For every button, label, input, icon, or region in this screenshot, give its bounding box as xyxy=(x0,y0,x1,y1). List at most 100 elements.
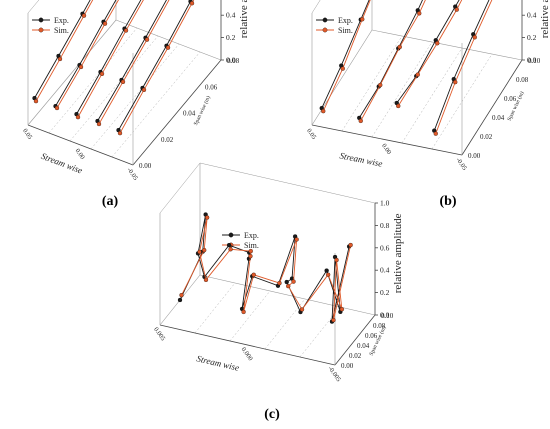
data-point-sim xyxy=(378,82,383,88)
data-point-sim xyxy=(433,131,438,136)
y-tick-label: 0.10 xyxy=(381,312,394,320)
data-point-sim xyxy=(179,292,184,298)
z-axis-label: relative amplitude xyxy=(539,0,550,38)
y-tick-label: 0.06 xyxy=(205,83,218,91)
data-point-sim xyxy=(454,7,459,12)
series-line-exp xyxy=(76,0,142,115)
legend-label: Sim. xyxy=(54,26,69,35)
floor-grid-line xyxy=(264,298,306,350)
series-line-exp xyxy=(179,214,350,322)
y-tick-label: 0.04 xyxy=(357,342,370,350)
span-axis-line xyxy=(334,314,376,366)
data-point-sim xyxy=(197,249,202,255)
chart-panel-c: 1.0 0.8 0.6 0.4 0.2 0.0 relative amplitude 0.00… xyxy=(152,162,404,383)
data-point-sim xyxy=(204,215,210,220)
caption-b: (b) xyxy=(439,194,456,209)
legend-marker-sim xyxy=(322,27,328,33)
x-axis-label: Stream wise xyxy=(196,353,241,372)
caption-a: (a) xyxy=(102,194,119,209)
x-tick-label: 0.000 xyxy=(240,346,254,362)
data-point-sim xyxy=(189,1,195,6)
legend-label: Sim. xyxy=(244,241,259,250)
data-point-sim xyxy=(57,56,63,62)
data-point-sim xyxy=(291,279,296,284)
data-point-sim xyxy=(202,248,207,253)
floor-grid-line xyxy=(69,35,159,142)
x-tick-label: 0.05 xyxy=(21,127,33,140)
y-tick-label: 0.08 xyxy=(373,322,386,330)
top-edge xyxy=(159,162,201,214)
data-point-sim xyxy=(435,41,440,46)
x-tick-label: -0.05 xyxy=(125,167,139,182)
data-point-sim xyxy=(203,277,209,282)
z-tick-label: 0.8 xyxy=(380,221,390,230)
y-tick-label: 0.06 xyxy=(504,95,517,103)
z-tick-label: 0.4 xyxy=(527,11,537,20)
data-point-sim xyxy=(75,114,81,120)
floor-grid-line xyxy=(371,41,433,138)
data-point-sim xyxy=(340,66,345,71)
data-point-sim xyxy=(120,79,126,84)
data-point-sim xyxy=(248,248,253,254)
data-point-sim xyxy=(99,71,105,76)
data-point-exp xyxy=(177,297,183,303)
data-point-sim xyxy=(397,44,402,50)
data-point-sim xyxy=(453,79,458,85)
y-tick-label: 0.08 xyxy=(516,76,529,84)
z-tick-label: 0.2 xyxy=(380,288,390,297)
data-point-sim xyxy=(325,272,331,277)
x-tick-label: -0.05 xyxy=(454,157,468,172)
data-point-sim xyxy=(286,283,291,289)
z-tick-label: 0.0 xyxy=(527,56,537,65)
y-tick-label: 0.00 xyxy=(139,162,152,170)
x-tick-label: 0.05 xyxy=(305,127,317,140)
floor-grid-line xyxy=(111,51,201,158)
x-tick-label: 0.005 xyxy=(152,326,166,342)
data-point-sim xyxy=(417,11,422,16)
z-tick-label: 0.0 xyxy=(226,56,236,65)
y-tick-label: 0.06 xyxy=(365,332,378,340)
top-edge xyxy=(27,0,40,14)
legend-marker-sim xyxy=(38,27,44,33)
floor-back-edge xyxy=(311,29,373,126)
y-tick-label: 0.02 xyxy=(349,352,362,360)
data-point-sim xyxy=(141,87,147,92)
data-point-exp xyxy=(284,279,289,285)
x-tick-label: 0.00 xyxy=(74,147,86,160)
legend-marker-exp xyxy=(228,232,234,238)
stream-axis-line xyxy=(159,324,336,366)
data-point-sim xyxy=(78,64,84,70)
data-point-sim xyxy=(277,280,282,286)
floor-grid-line xyxy=(341,35,403,132)
caption-c: (c) xyxy=(264,407,280,422)
data-point-sim xyxy=(96,121,102,127)
data-point-sim xyxy=(117,130,123,136)
floor-grid-line xyxy=(90,43,180,150)
legend-label: Exp. xyxy=(54,16,69,25)
data-point-exp xyxy=(226,243,232,248)
span-axis-line xyxy=(461,59,523,156)
legend-label: Sim. xyxy=(338,26,353,35)
data-point-sim xyxy=(358,118,363,124)
floor-grid-line xyxy=(48,27,138,134)
data-point-sim xyxy=(396,103,401,109)
data-point-sim xyxy=(294,237,299,242)
z-axis-label: relative amplitude xyxy=(392,213,404,293)
y-tick-label: 0.08 xyxy=(227,57,240,65)
data-point-sim xyxy=(228,247,233,252)
y-tick-label: 0.04 xyxy=(492,114,505,122)
data-point-sim xyxy=(348,242,353,248)
z-tick-label: 0.2 xyxy=(527,33,537,42)
y-tick-label: 0.10 xyxy=(528,57,541,65)
floor-grid-line xyxy=(401,47,463,144)
top-edge xyxy=(311,0,321,14)
data-point-sim xyxy=(144,37,150,42)
floor-grid-line xyxy=(194,282,236,334)
series-line-exp xyxy=(321,0,370,109)
data-point-sim xyxy=(248,253,253,259)
z-tick-label: 0.4 xyxy=(380,266,390,275)
data-point-sim xyxy=(165,45,171,50)
data-point-sim xyxy=(472,35,477,40)
